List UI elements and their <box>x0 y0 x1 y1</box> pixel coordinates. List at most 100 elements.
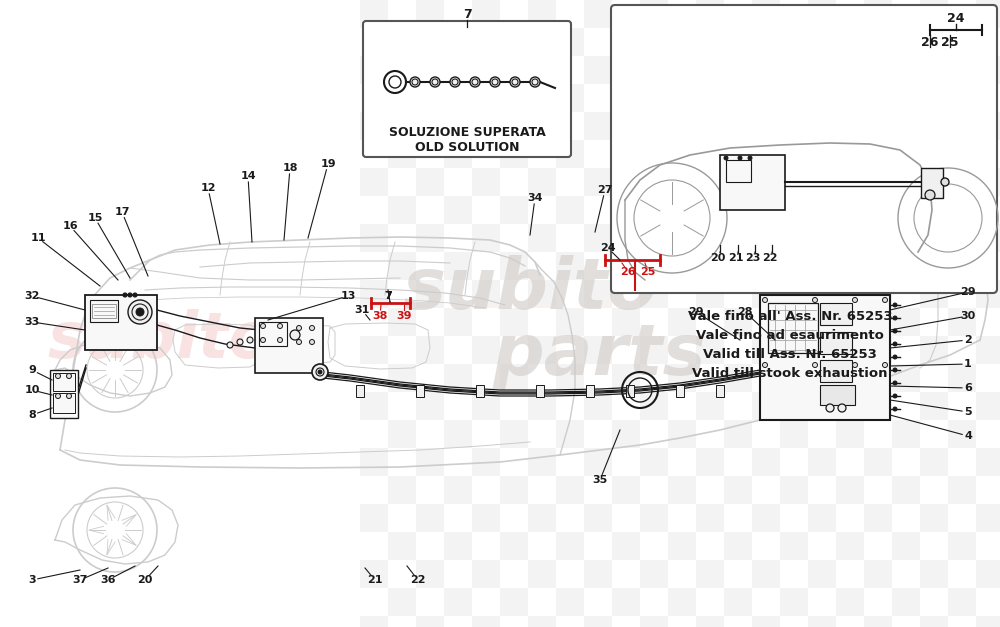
Bar <box>864 280 892 308</box>
Bar <box>584 336 612 364</box>
Bar <box>696 168 724 196</box>
Text: 7: 7 <box>384 291 392 301</box>
Bar <box>360 560 388 588</box>
Bar <box>556 84 584 112</box>
Bar <box>500 196 528 224</box>
Bar <box>864 112 892 140</box>
Bar <box>808 560 836 588</box>
Bar <box>444 364 472 392</box>
Bar <box>820 303 852 325</box>
Bar <box>556 364 584 392</box>
Bar <box>752 336 780 364</box>
Bar <box>416 56 444 84</box>
Bar <box>752 224 780 252</box>
Bar <box>864 392 892 420</box>
Circle shape <box>748 156 752 160</box>
Bar <box>556 588 584 616</box>
Bar <box>416 504 444 532</box>
Text: 17: 17 <box>114 207 130 217</box>
Bar <box>388 308 416 336</box>
Bar <box>584 560 612 588</box>
Bar <box>820 332 852 354</box>
Bar <box>920 336 948 364</box>
Bar <box>752 168 780 196</box>
Bar <box>584 56 612 84</box>
Bar <box>808 0 836 28</box>
Bar <box>780 308 808 336</box>
Text: 27: 27 <box>597 185 613 195</box>
Bar <box>612 28 640 56</box>
Bar <box>808 224 836 252</box>
Bar <box>920 56 948 84</box>
Bar <box>612 252 640 280</box>
Bar <box>726 160 751 182</box>
Text: 23: 23 <box>745 253 761 263</box>
Bar <box>808 112 836 140</box>
Bar <box>948 476 976 504</box>
Bar <box>640 616 668 627</box>
Bar <box>780 252 808 280</box>
Text: 24: 24 <box>947 11 965 24</box>
Text: 15: 15 <box>87 213 103 223</box>
Bar <box>500 252 528 280</box>
Bar <box>892 476 920 504</box>
Bar <box>584 0 612 28</box>
Circle shape <box>128 293 132 297</box>
Bar <box>724 588 752 616</box>
Bar <box>864 0 892 28</box>
Bar <box>472 112 500 140</box>
Circle shape <box>893 381 897 385</box>
Bar <box>416 336 444 364</box>
Bar <box>864 560 892 588</box>
Bar <box>612 140 640 168</box>
Circle shape <box>838 404 846 412</box>
Bar <box>556 420 584 448</box>
Bar <box>612 84 640 112</box>
Bar <box>472 168 500 196</box>
Text: 38: 38 <box>372 311 388 321</box>
Bar <box>472 448 500 476</box>
Bar <box>780 84 808 112</box>
Bar <box>472 616 500 627</box>
Bar <box>584 168 612 196</box>
Circle shape <box>123 293 127 297</box>
Bar <box>780 28 808 56</box>
Circle shape <box>738 156 742 160</box>
Circle shape <box>56 394 60 399</box>
Bar <box>724 308 752 336</box>
Bar <box>444 588 472 616</box>
Text: 26: 26 <box>620 267 636 277</box>
Text: 19: 19 <box>320 159 336 169</box>
Text: 7: 7 <box>384 291 392 301</box>
Bar <box>948 140 976 168</box>
Bar <box>976 560 1000 588</box>
Circle shape <box>826 404 834 412</box>
Bar <box>892 252 920 280</box>
Bar <box>416 385 424 397</box>
Bar <box>472 392 500 420</box>
Text: 7: 7 <box>463 8 471 21</box>
Bar <box>892 588 920 616</box>
Text: SOLUZIONE SUPERATA
OLD SOLUTION: SOLUZIONE SUPERATA OLD SOLUTION <box>389 126 545 154</box>
Bar <box>50 370 78 418</box>
Bar <box>528 336 556 364</box>
Circle shape <box>883 362 888 367</box>
Bar <box>528 56 556 84</box>
Bar <box>808 448 836 476</box>
Bar <box>752 392 780 420</box>
Bar <box>668 476 696 504</box>
Circle shape <box>893 394 897 398</box>
Text: 18: 18 <box>282 163 298 173</box>
Bar <box>360 504 388 532</box>
Circle shape <box>410 77 420 87</box>
Circle shape <box>852 297 858 302</box>
Bar <box>696 616 724 627</box>
Bar <box>892 84 920 112</box>
Circle shape <box>763 297 768 302</box>
Text: 39: 39 <box>396 311 412 321</box>
Bar <box>780 532 808 560</box>
Bar <box>836 532 864 560</box>
Text: 25: 25 <box>640 267 656 277</box>
Bar <box>836 140 864 168</box>
Bar <box>584 504 612 532</box>
